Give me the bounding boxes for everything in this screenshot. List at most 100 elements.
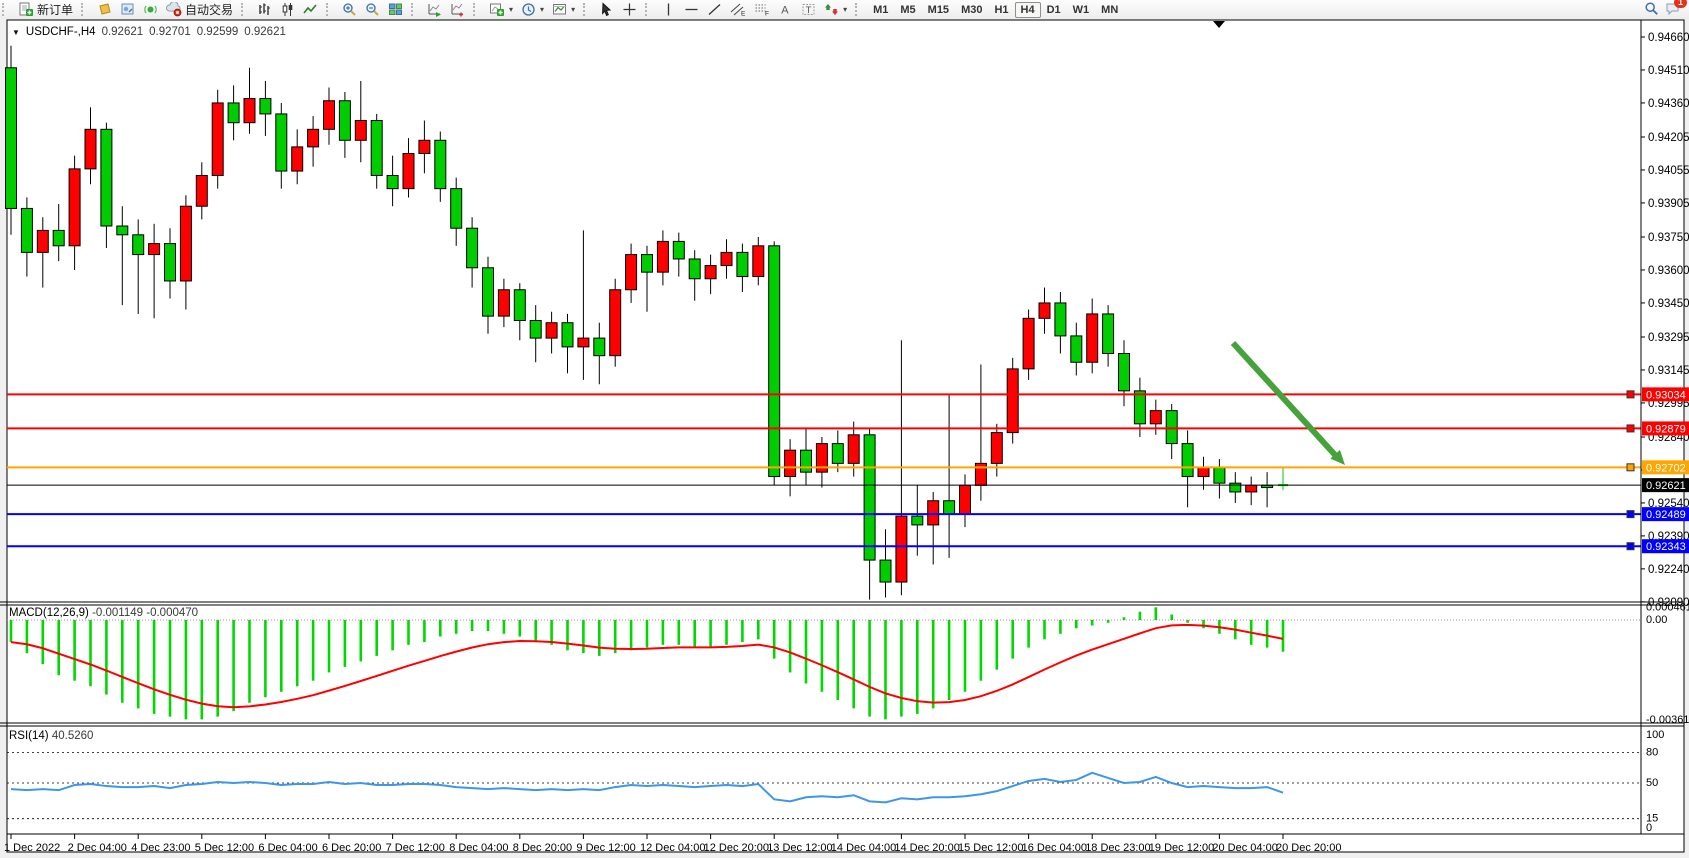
line-price-label bbox=[1642, 460, 1689, 475]
candle-body bbox=[482, 267, 494, 317]
trendline-button[interactable] bbox=[703, 0, 726, 19]
shapes-button[interactable]: ▾ bbox=[820, 0, 851, 19]
chart-area[interactable]: 0.94660 0.94510 0.94360 0.94205 0.94055 0.939… bbox=[0, 19, 1689, 858]
trend-arrow-annotation[interactable] bbox=[1230, 340, 1339, 459]
chart-shift-marker-icon[interactable] bbox=[1213, 21, 1225, 28]
timeframe-d1-button[interactable]: D1 bbox=[1046, 3, 1061, 16]
line-chart-button[interactable] bbox=[299, 0, 322, 19]
line-price-label-text: 0.92879 bbox=[1646, 423, 1686, 435]
channel-button[interactable]: E bbox=[726, 0, 750, 19]
label-button[interactable]: T bbox=[797, 0, 820, 19]
toolbar-grip bbox=[241, 3, 248, 16]
candle-body bbox=[943, 500, 956, 515]
fibonacci-button[interactable]: F bbox=[750, 0, 774, 19]
templates-button[interactable]: ▾ bbox=[548, 0, 579, 19]
rsi-axis-label: 100 bbox=[1646, 729, 1664, 741]
timeframe-mn-button[interactable]: MN bbox=[1101, 3, 1119, 16]
timeframe-m15-button[interactable]: M15 bbox=[927, 3, 950, 16]
macd-axis-label: 0.000461 bbox=[1646, 601, 1689, 613]
candle-body bbox=[354, 120, 367, 141]
market-watch-button[interactable] bbox=[93, 0, 116, 19]
vline-button[interactable] bbox=[657, 0, 680, 19]
time-tick-label: 8 Dec 04:00 bbox=[449, 842, 508, 854]
zoom-out-button[interactable] bbox=[361, 0, 384, 19]
candle-body bbox=[275, 113, 288, 172]
line-handle[interactable] bbox=[1626, 510, 1635, 519]
candle-body bbox=[831, 443, 844, 464]
zoom-in-button[interactable] bbox=[338, 0, 361, 19]
candle-body bbox=[323, 100, 335, 130]
toolbar-grip bbox=[473, 3, 480, 16]
line-handle[interactable] bbox=[1626, 463, 1635, 472]
candle-body bbox=[1149, 410, 1162, 425]
dropdown-caret-icon[interactable]: ▾ bbox=[843, 5, 848, 14]
fibo-icon: F bbox=[754, 2, 770, 17]
dropdown-caret-icon[interactable]: ▾ bbox=[509, 5, 514, 14]
candlestick-button[interactable] bbox=[276, 0, 299, 19]
dropdown-caret-icon[interactable]: ▾ bbox=[571, 5, 576, 14]
autotrading-button[interactable]: 自动交易 bbox=[162, 0, 237, 19]
candle-body bbox=[402, 152, 415, 190]
indicators-button[interactable]: ▾ bbox=[485, 0, 517, 19]
line-handle[interactable] bbox=[1626, 542, 1635, 551]
line-chart-icon bbox=[303, 2, 318, 17]
candle-body bbox=[1181, 443, 1194, 478]
candle-body bbox=[370, 120, 383, 176]
time-tick-label: 20 Dec 20:00 bbox=[1276, 842, 1341, 854]
candle-body bbox=[847, 434, 860, 464]
data-window-button[interactable] bbox=[116, 0, 139, 19]
rsi-axis-label: 0 bbox=[1646, 822, 1652, 834]
line-price-label bbox=[1642, 539, 1689, 554]
rsi-indicator-label: RSI(14) 40.5260 bbox=[9, 730, 94, 742]
candle-body bbox=[307, 128, 320, 148]
candle-body bbox=[529, 320, 542, 339]
time-tick-label: 4 Dec 23:00 bbox=[131, 842, 190, 854]
candle-body bbox=[688, 258, 701, 280]
timeframe-m30-button[interactable]: M30 bbox=[961, 3, 983, 16]
line-handle[interactable] bbox=[1626, 390, 1635, 399]
search-icon[interactable] bbox=[1644, 1, 1659, 19]
notifications-icon[interactable]: 1 bbox=[1665, 0, 1687, 19]
cursor-button[interactable] bbox=[595, 0, 618, 19]
price-tick-label: 0.94510 bbox=[1648, 65, 1689, 77]
new-order-button[interactable]: 新订单 bbox=[14, 0, 77, 19]
timeframe-h1-button[interactable]: H1 bbox=[994, 3, 1009, 16]
candle-body bbox=[1070, 335, 1083, 363]
auto-scroll-button[interactable] bbox=[423, 0, 446, 19]
toolbar-grip bbox=[855, 3, 862, 16]
timeframe-w1-button[interactable]: W1 bbox=[1072, 3, 1090, 16]
text-button[interactable]: A bbox=[774, 0, 797, 19]
time-tick-label: 2 Dec 04:00 bbox=[68, 842, 127, 854]
candle-body bbox=[116, 225, 129, 236]
signals-button[interactable] bbox=[139, 0, 162, 19]
tile-windows-icon bbox=[388, 2, 403, 17]
timeframe-m1-button[interactable]: M1 bbox=[873, 3, 889, 16]
tile-windows-button[interactable] bbox=[384, 0, 407, 19]
symbol-title[interactable]: ▼ USDCHF-,H4 0.92621 0.92701 0.92599 0.9… bbox=[12, 26, 286, 38]
notification-badge: 1 bbox=[1673, 0, 1687, 8]
line-price-label-text: 0.92702 bbox=[1646, 462, 1686, 474]
dropdown-caret-icon[interactable]: ▾ bbox=[540, 5, 545, 14]
timeframe-h4-button[interactable]: H4 bbox=[1014, 1, 1041, 18]
periods-button[interactable]: ▾ bbox=[517, 0, 548, 19]
line-price-label bbox=[1642, 507, 1689, 522]
crosshair-button[interactable] bbox=[618, 0, 641, 19]
candle-body bbox=[784, 449, 797, 478]
bar-chart-button[interactable] bbox=[253, 0, 276, 19]
periods-icon bbox=[521, 2, 536, 17]
chart-canvas[interactable]: 0.94660 0.94510 0.94360 0.94205 0.94055 0.939… bbox=[0, 19, 1689, 858]
candlestick-series[interactable] bbox=[5, 45, 1289, 600]
symbol-dropdown-icon[interactable]: ▼ bbox=[12, 27, 20, 37]
current-price-label-text: 0.92621 bbox=[1646, 480, 1686, 492]
chart-shift-button[interactable] bbox=[446, 0, 469, 19]
candle-body bbox=[386, 174, 399, 190]
line-handle[interactable] bbox=[1626, 424, 1635, 433]
toolbar-grip bbox=[81, 3, 88, 16]
toolbar-grip bbox=[583, 3, 590, 16]
hline-button[interactable] bbox=[680, 0, 703, 19]
candle-body bbox=[1086, 313, 1099, 363]
line-price-label-text: 0.92343 bbox=[1646, 541, 1686, 553]
time-tick-label: 12 Dec 04:00 bbox=[640, 842, 705, 854]
zoom-out-icon bbox=[365, 2, 380, 17]
timeframe-m5-button[interactable]: M5 bbox=[900, 3, 916, 16]
